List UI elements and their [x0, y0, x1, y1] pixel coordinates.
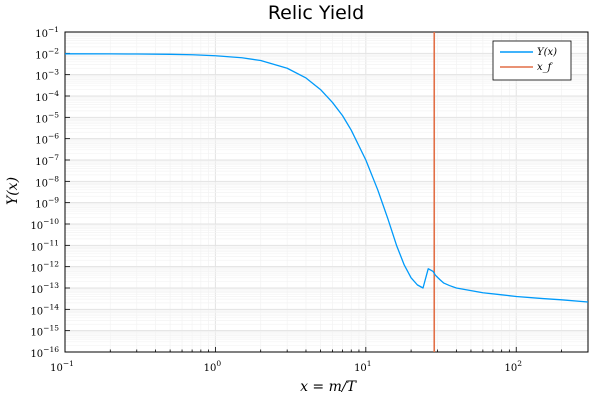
y-tick-label: 10−12 — [30, 260, 59, 275]
y-tick-labels: 10−16 10−15 10−14 10−13 10−12 10−11 10−10 10−9 1… — [30, 25, 59, 360]
y-tick-label: 10−13 — [30, 281, 59, 296]
y-tick-label: 10−2 — [35, 46, 59, 61]
y-tick-label: 10−8 — [35, 174, 59, 189]
y-axis-label: Y(x) — [5, 177, 21, 205]
series-line-y — [64, 53, 589, 303]
y-tick-label: 10−9 — [35, 196, 59, 211]
y-tick-label: 10−15 — [30, 324, 59, 339]
x-tick-label: 101 — [354, 359, 372, 374]
chart-title: Relic Yield — [268, 2, 364, 24]
legend-label-xf: x_f — [537, 62, 554, 73]
y-tick-label: 10−5 — [35, 110, 59, 125]
y-tick-label: 10−6 — [35, 132, 59, 147]
grid — [64, 31, 589, 353]
y-tick-label: 10−4 — [35, 89, 59, 104]
y-tick-label: 10−14 — [30, 302, 59, 317]
y-tick-label: 10−7 — [35, 153, 59, 168]
x-tick-label: 10−1 — [50, 359, 74, 374]
y-tick-label: 10−11 — [30, 238, 59, 253]
x-tick-label: 100 — [204, 359, 222, 374]
x-axis-label: x = m/T — [300, 379, 358, 395]
y-tick-label: 10−1 — [35, 25, 59, 40]
plot-frame — [64, 31, 589, 353]
x-tick-label: 102 — [504, 359, 522, 374]
x-tick-labels: 10−1 100 101 102 — [50, 359, 522, 374]
y-tick-label: 10−16 — [30, 345, 59, 360]
series — [64, 32, 589, 352]
y-tick-label: 10−3 — [35, 68, 59, 83]
legend-box — [492, 40, 572, 81]
y-tick-label: 10−10 — [30, 217, 59, 232]
legend-label-y: Y(x) — [537, 47, 557, 58]
legend: Y(x) x_f — [492, 40, 572, 81]
